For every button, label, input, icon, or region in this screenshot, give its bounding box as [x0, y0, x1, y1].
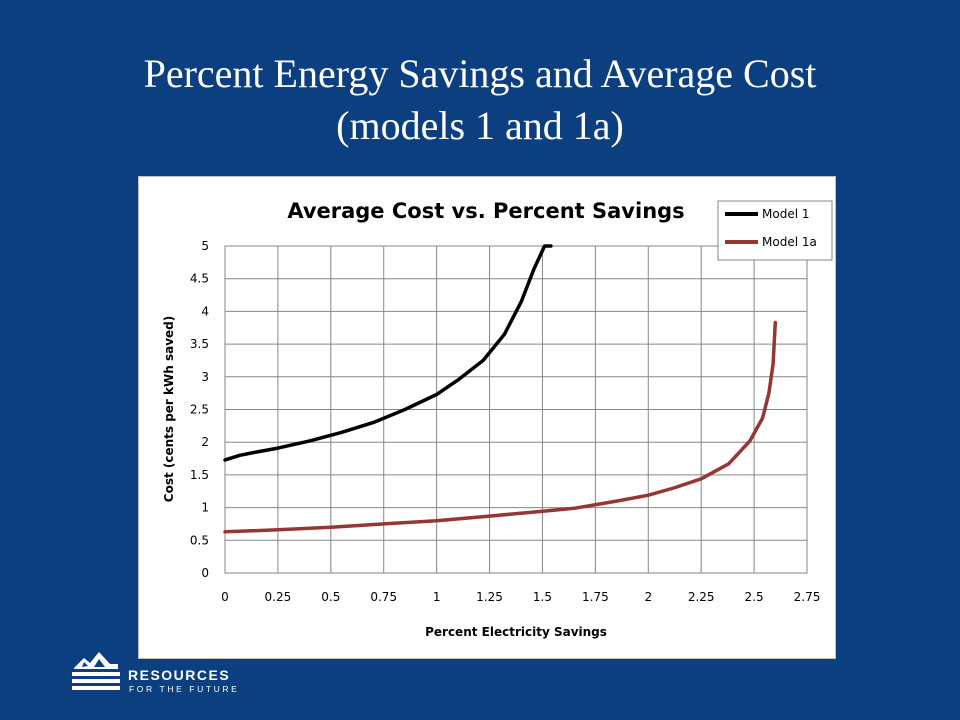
x-tick-label: 1.5 — [533, 590, 552, 604]
chart-title: Average Cost vs. Percent Savings — [287, 199, 684, 223]
y-tick-label: 3 — [201, 370, 209, 384]
x-tick-label: 0.5 — [321, 590, 340, 604]
slide-title: Percent Energy Savings and Average Cost … — [0, 48, 960, 152]
logo-name-line2: FOR THE FUTURE — [129, 684, 240, 694]
logo-name-line1: RESOURCES — [128, 667, 231, 683]
y-tick-label: 5 — [201, 239, 209, 253]
y-tick-label: 1.5 — [190, 468, 209, 482]
y-tick-label: 2.5 — [190, 403, 209, 417]
series-line-model-1 — [223, 244, 553, 462]
line-chart: 0 0.25 0.5 0.75 1 1.25 1.5 1.75 2 2.25 2.5 2.75 0 0.5… — [138, 176, 836, 659]
x-tick-label: 2.25 — [688, 590, 715, 604]
rff-logo: RESOURCES FOR THE FUTURE — [72, 650, 252, 700]
legend: Model 1 Model 1a — [717, 200, 833, 261]
series-lines — [223, 244, 778, 534]
y-tick-label: 0 — [201, 566, 209, 580]
x-tick-label: 0.75 — [370, 590, 397, 604]
x-tick-label: 1.75 — [582, 590, 609, 604]
plot-area — [224, 245, 808, 574]
y-tick-label: 3.5 — [190, 337, 209, 351]
y-tick-label: 4 — [201, 304, 209, 318]
x-tick-label: 2 — [644, 590, 652, 604]
x-tick-label: 2.5 — [745, 590, 764, 604]
y-tick-label: 2 — [201, 435, 209, 449]
mountain-waves-logo-icon — [72, 652, 120, 690]
chart-panel: 0 0.25 0.5 0.75 1 1.25 1.5 1.75 2 2.25 2.5 2.75 0 0.5… — [138, 176, 836, 659]
series-line-model-1a — [223, 320, 778, 534]
x-tick-label: 0 — [221, 590, 229, 604]
y-tick-label: 4.5 — [190, 272, 209, 286]
x-tick-label: 1 — [433, 590, 441, 604]
legend-box — [717, 200, 833, 261]
slide-title-line1: Percent Energy Savings and Average Cost — [143, 51, 817, 96]
y-tick-label: 0.5 — [190, 533, 209, 547]
tick-labels: 0 0.25 0.5 0.75 1 1.25 1.5 1.75 2 2.25 2.5 2.75 0 0.5… — [190, 239, 820, 604]
slide-title-line2: (models 1 and 1a) — [336, 103, 624, 148]
x-axis-label: Percent Electricity Savings — [425, 625, 607, 639]
x-tick-label: 0.25 — [265, 590, 292, 604]
x-tick-label: 2.75 — [794, 590, 821, 604]
legend-label-model-1a: Model 1a — [762, 235, 817, 249]
y-axis-label: Cost (cents per kWh saved) — [162, 316, 176, 502]
legend-label-model-1: Model 1 — [762, 207, 809, 221]
y-tick-label: 1 — [201, 501, 209, 515]
x-tick-label: 1.25 — [476, 590, 503, 604]
